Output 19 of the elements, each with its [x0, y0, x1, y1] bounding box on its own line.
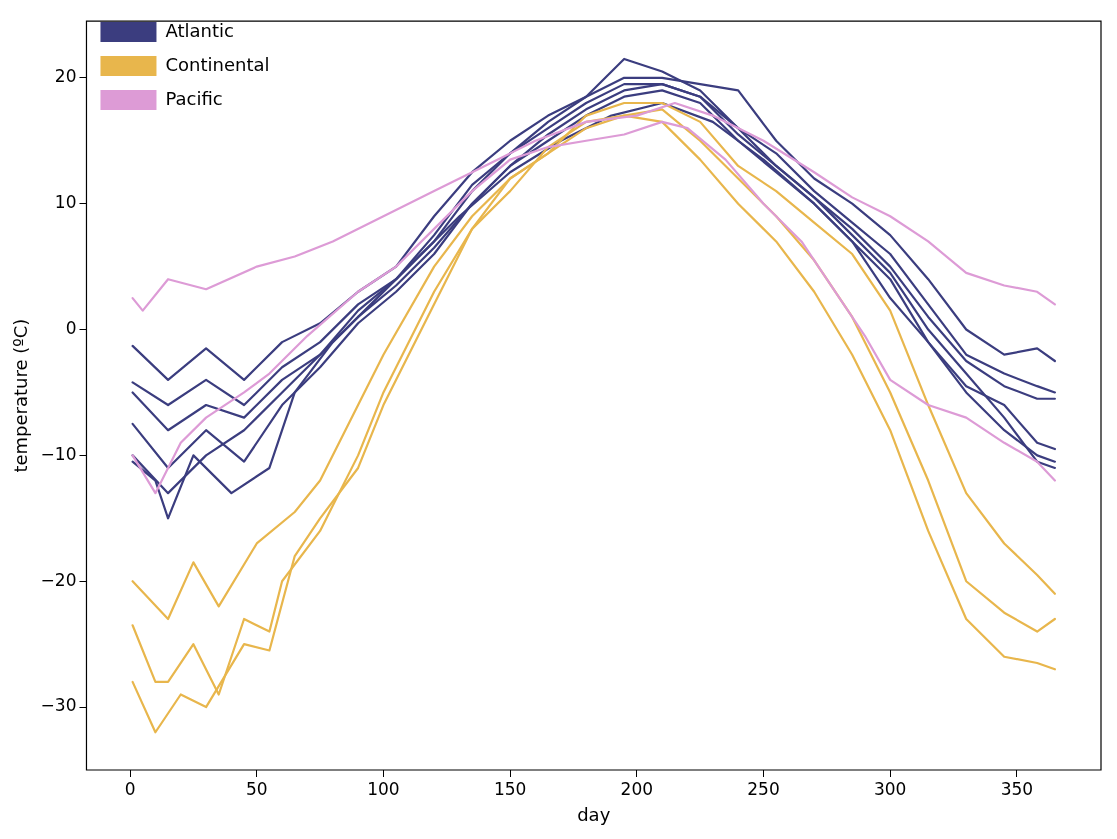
- x-tick-label: 350: [1000, 778, 1034, 799]
- y-tick-label: −30: [40, 695, 77, 716]
- y-tick-label: −10: [40, 443, 77, 464]
- legend-label: Continental: [165, 53, 270, 75]
- x-tick-label: 0: [124, 778, 136, 799]
- x-tick-label: 300: [873, 778, 907, 799]
- x-tick-label: 250: [747, 778, 780, 799]
- x-axis-title: day: [577, 803, 611, 825]
- x-tick-label: 150: [493, 778, 527, 799]
- legend-label: Pacific: [165, 87, 223, 109]
- x-tick-label: 50: [245, 778, 268, 799]
- legend-label: Atlantic: [165, 19, 234, 41]
- y-tick-label: −20: [40, 569, 77, 590]
- y-axis-title: temperature (ºC): [10, 318, 32, 473]
- x-tick-label: 100: [367, 778, 400, 799]
- y-tick-label: 10: [54, 192, 77, 213]
- y-tick-label: 0: [65, 317, 77, 338]
- x-tick-label: 200: [620, 778, 654, 799]
- y-tick-label: 20: [54, 66, 77, 87]
